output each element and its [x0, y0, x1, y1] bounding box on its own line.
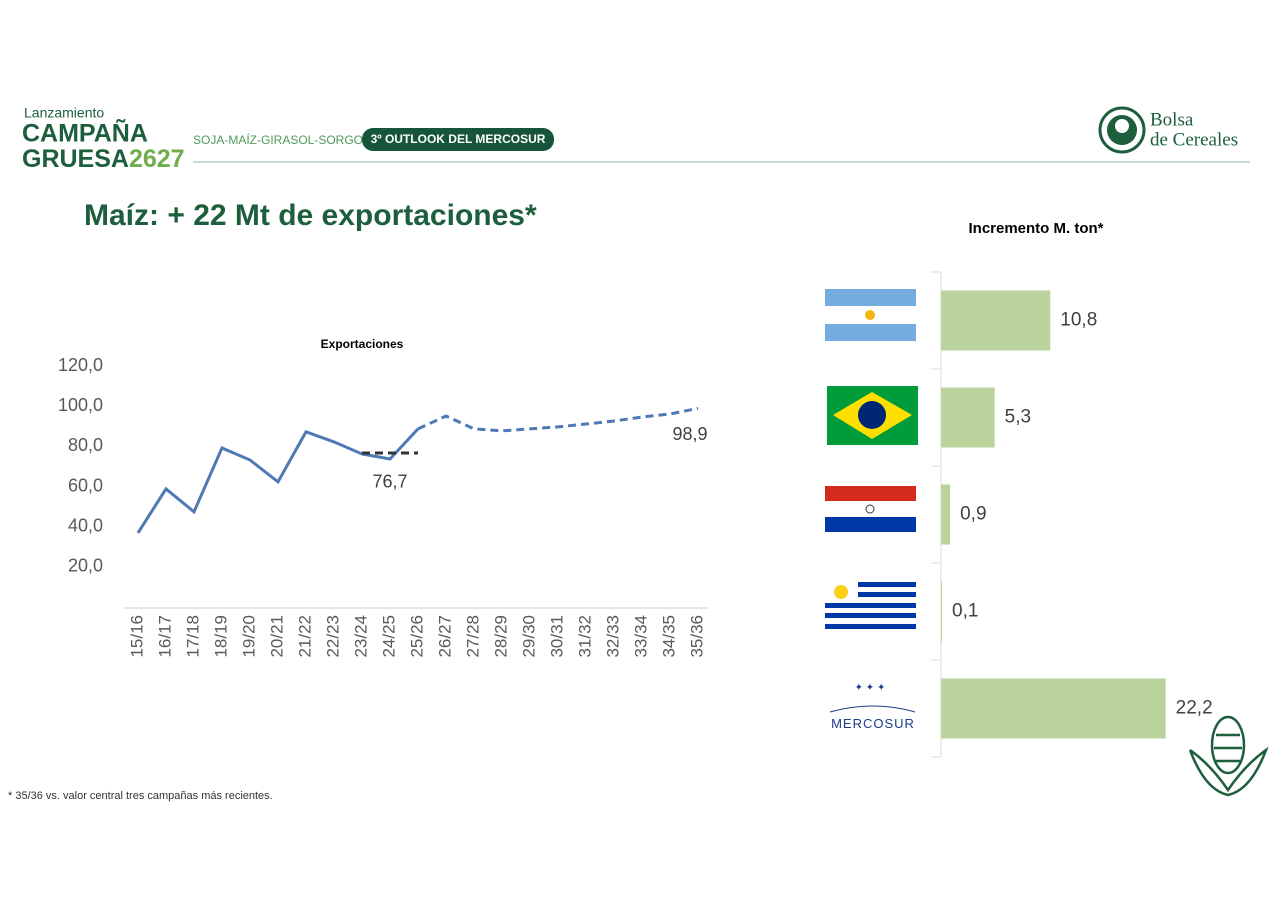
x-tick-label: 22/23 [323, 615, 342, 658]
flag [858, 592, 916, 597]
data-label: 0,9 [960, 504, 986, 525]
org-logo [1115, 119, 1129, 133]
data-label: 5,3 [1005, 407, 1031, 428]
flag [865, 310, 875, 320]
x-tick-label: 23/24 [351, 615, 370, 658]
flag [858, 582, 916, 587]
bar [941, 484, 951, 545]
brand-year: 2627 [129, 145, 185, 173]
x-tick-label: 32/33 [603, 615, 622, 658]
x-tick-label: 28/29 [491, 615, 510, 658]
mercosur-arc [829, 705, 916, 713]
x-tick-label: 16/17 [155, 615, 174, 658]
bar [941, 387, 995, 448]
x-tick-label: 26/27 [435, 615, 454, 658]
corn-icon [1188, 715, 1269, 797]
flag [825, 501, 916, 517]
category-label: MERCOSUR [831, 716, 915, 731]
x-tick-label: 29/30 [519, 615, 538, 658]
flag [825, 517, 916, 532]
x-tick-label: 35/36 [687, 615, 706, 658]
org-name: de Cereales [1150, 129, 1238, 150]
data-label: 0,1 [952, 601, 978, 622]
flag [825, 613, 916, 618]
x-tick-label: 18/19 [211, 615, 230, 658]
badge-bg [362, 128, 554, 151]
data-label: 22,2 [1176, 698, 1213, 719]
x-tick-label: 17/18 [183, 615, 202, 658]
flag [865, 504, 875, 514]
flag [825, 289, 916, 306]
bar-chart: Incremento M. ton* ✦ ✦ ✦ 10,8 5,3 0,9 0,1 22… [825, 220, 1213, 758]
x-tick-label: 15/16 [127, 615, 146, 658]
crops: SOJA-MAÍZ-GIRASOL-SORGO [193, 132, 363, 147]
brand-word: GRUESA [22, 145, 129, 173]
y-tick-label: 20,0 [68, 556, 103, 576]
x-tick-label: 27/28 [463, 615, 482, 658]
flag [834, 585, 848, 599]
y-tick-label: 40,0 [68, 515, 103, 535]
data-label: 76,7 [372, 472, 407, 492]
flag [825, 324, 916, 341]
brand: GRUESA2627 [22, 145, 185, 173]
mercosur-stars: ✦ ✦ ✦ [855, 683, 886, 694]
brand: CAMPAÑA [22, 118, 148, 148]
slide-title: Maíz: + 22 Mt de exportaciones* [84, 199, 537, 232]
flag [825, 603, 916, 608]
line-chart: Exportaciones 20,0 40,0 60,0 80,0 100,0 120,0… [58, 337, 708, 658]
x-tick-label: 20/21 [267, 615, 286, 658]
x-tick-label: 34/35 [659, 615, 678, 658]
flag [825, 624, 916, 629]
series-line [417, 406, 699, 433]
data-label: 10,8 [1060, 310, 1097, 331]
bar [941, 290, 1051, 351]
bar [941, 678, 1166, 739]
footnote: * 35/36 vs. valor central tres campañas … [8, 790, 273, 802]
flag [825, 486, 916, 501]
chart-title: Incremento M. ton* [968, 220, 1103, 237]
org-name: Bolsa [1150, 109, 1194, 130]
x-tick-label: 21/22 [295, 615, 314, 658]
y-tick-label: 60,0 [68, 475, 103, 495]
x-tick-label: 31/32 [575, 615, 594, 658]
data-label: 98,9 [672, 424, 707, 444]
flag [858, 401, 886, 429]
kicker: Lanzamiento [24, 105, 104, 121]
y-tick-label: 100,0 [58, 395, 103, 415]
x-tick-label: 25/26 [407, 615, 426, 658]
bar [941, 581, 943, 642]
series-line [136, 427, 420, 534]
y-tick-label: 80,0 [68, 435, 103, 455]
chart-title: Exportaciones [321, 337, 404, 351]
x-tick-label: 30/31 [547, 615, 566, 658]
x-tick-label: 33/34 [631, 615, 650, 658]
x-tick-label: 19/20 [239, 615, 258, 658]
x-tick-label: 24/25 [379, 615, 398, 658]
badge: 3º OUTLOOK DEL MERCOSUR [371, 132, 546, 146]
y-tick-label: 120,0 [58, 355, 103, 375]
